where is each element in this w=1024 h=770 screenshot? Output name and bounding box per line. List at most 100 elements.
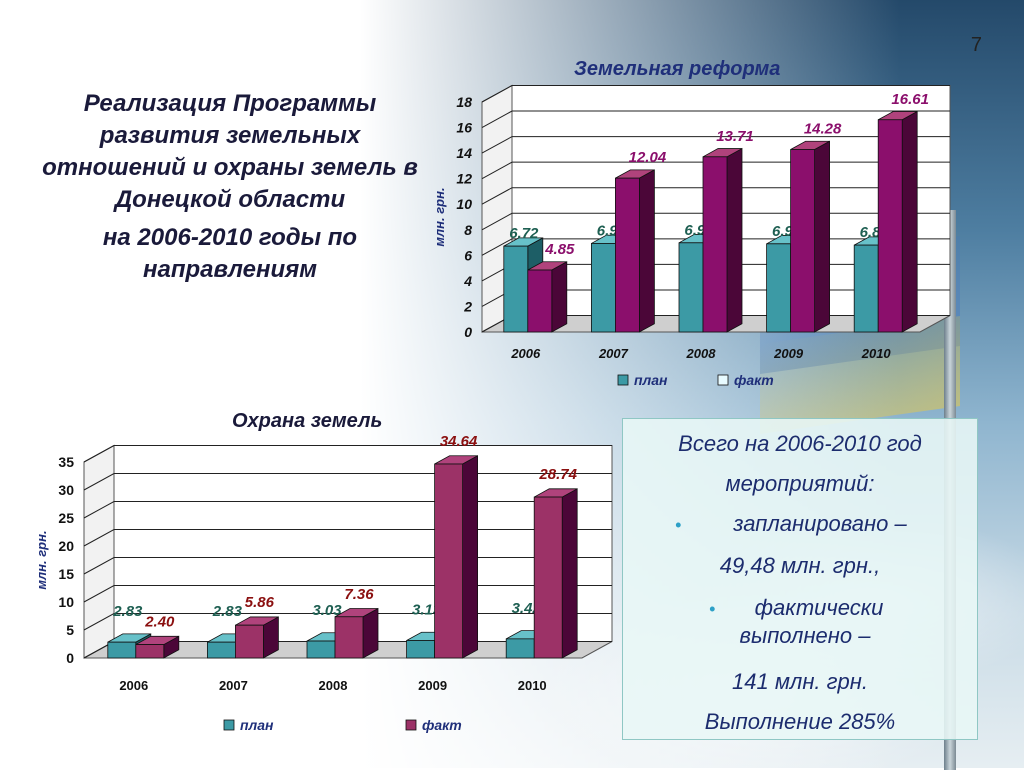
y-tick-label: 30: [58, 482, 74, 498]
data-label-fact: 5.86: [245, 594, 275, 611]
data-label-plan: 2.83: [112, 603, 143, 620]
data-label-plan: 3.03: [312, 602, 342, 619]
data-label-plan: 2.83: [212, 603, 243, 620]
summary-bullet-actual: фактически: [754, 595, 884, 620]
legend-label-fact: факт: [422, 717, 462, 733]
bar-plan: [107, 641, 137, 659]
summary-bullet-planned: запланировано –: [733, 511, 907, 536]
y-tick-label: 0: [66, 650, 74, 666]
y-tick-label: 16: [456, 120, 472, 136]
x-tick-label: 2007: [598, 346, 629, 361]
data-label-fact: 34.64: [440, 433, 478, 450]
bar-fact-side: [638, 169, 655, 333]
bar-fact-side: [901, 110, 918, 333]
bar-fact-side: [462, 455, 479, 659]
bar-fact: [434, 463, 464, 659]
summary-planned-value: 49,48 млн. грн.,: [719, 553, 881, 578]
chart-title-land-reform: Земельная реформа: [574, 58, 781, 80]
y-tick-label: 12: [456, 171, 472, 187]
bar-fact-side: [561, 488, 578, 659]
bullet-marker: •: [675, 515, 682, 535]
legend-label-plan: план: [240, 717, 274, 733]
x-tick-label: 2006: [119, 678, 148, 693]
summary-box: Всего на 2006-2010 год мероприятий: • за…: [622, 418, 978, 740]
bar-plan: [406, 640, 436, 659]
title-line-1: Реализация Программы развития земельных …: [42, 90, 418, 213]
data-label-fact: 4.85: [544, 241, 575, 258]
y-tick-label: 0: [464, 324, 472, 340]
y-tick-label: 18: [456, 94, 472, 110]
y-tick-label: 15: [58, 566, 74, 582]
gridline: [481, 85, 950, 103]
y-tick-label: 2: [463, 298, 472, 314]
bar-plan: [853, 244, 879, 333]
legend-swatch-fact: [717, 374, 729, 386]
y-axis-label: млн. грн.: [432, 187, 447, 246]
data-label-fact: 14.28: [804, 121, 842, 138]
legend-swatch-plan: [617, 374, 629, 386]
bar-plan: [590, 243, 616, 333]
bar-fact: [702, 156, 728, 333]
bar-fact: [234, 624, 264, 659]
bar-fact: [527, 269, 553, 333]
y-tick-label: 14: [456, 145, 472, 161]
legend-swatch-plan: [223, 719, 235, 731]
data-label-fact: 13.71: [716, 128, 754, 145]
gridline: [83, 445, 612, 463]
bar-plan: [206, 641, 236, 659]
summary-actual-value: 141 млн. грн.: [732, 669, 868, 694]
y-tick-label: 35: [58, 454, 74, 470]
bar-plan: [306, 640, 336, 659]
slide-number: 7: [970, 34, 982, 56]
data-label-plan: 6.72: [509, 225, 539, 242]
y-tick-label: 5: [66, 622, 74, 638]
bar-fact: [614, 177, 640, 333]
legend-swatch-fact: [405, 719, 417, 731]
y-tick-label: 20: [58, 538, 74, 554]
x-tick-label: 2008: [319, 678, 348, 693]
data-label-fact: 16.61: [891, 91, 929, 108]
legend-label-fact: факт: [734, 372, 774, 388]
bar-fact: [533, 496, 563, 659]
title-line-2: на 2006-2010 годы по направлениям: [102, 224, 358, 283]
x-tick-label: 2009: [773, 346, 804, 361]
summary-bullet-actual-2: выполнено –: [739, 623, 871, 648]
summary-completion: Выполнение 285%: [704, 709, 896, 734]
bar-fact: [334, 616, 364, 659]
y-tick-label: 4: [463, 273, 472, 289]
chart-title-land-protection: Охрана земель: [232, 410, 383, 432]
y-tick-label: 10: [58, 594, 74, 610]
summary-line-1: Всего на 2006-2010 год: [678, 431, 922, 456]
x-tick-label: 2010: [518, 678, 547, 693]
gridline: [481, 110, 950, 128]
x-tick-label: 2009: [418, 678, 447, 693]
x-tick-label: 2008: [686, 346, 717, 361]
x-tick-label: 2007: [219, 678, 248, 693]
bar-plan: [505, 638, 535, 659]
plot-side-wall: [83, 444, 115, 659]
bar-fact-side: [726, 147, 743, 333]
x-tick-label: 2010: [861, 346, 892, 361]
data-label-fact: 7.36: [344, 586, 374, 603]
bar-fact-side: [551, 261, 568, 333]
x-tick-label: 2006: [510, 346, 541, 361]
y-axis-label: млн. грн.: [34, 530, 49, 589]
y-tick-label: 6: [464, 247, 472, 263]
bar-plan: [503, 245, 529, 333]
gridline: [481, 136, 950, 154]
bullet-marker: •: [709, 599, 716, 619]
y-tick-label: 10: [456, 196, 472, 212]
y-tick-label: 25: [58, 510, 74, 526]
slide-title: Реализация Программы развития земельных …: [30, 88, 430, 286]
y-tick-label: 8: [464, 222, 472, 238]
data-label-fact: 12.04: [629, 149, 667, 166]
bar-fact: [135, 644, 165, 659]
data-label-fact: 2.40: [144, 614, 175, 631]
bar-fact: [790, 149, 816, 333]
summary-line-2: мероприятий:: [725, 471, 875, 496]
legend-label-plan: план: [634, 372, 668, 388]
bar-fact: [877, 119, 903, 333]
data-label-fact: 28.74: [538, 466, 577, 483]
